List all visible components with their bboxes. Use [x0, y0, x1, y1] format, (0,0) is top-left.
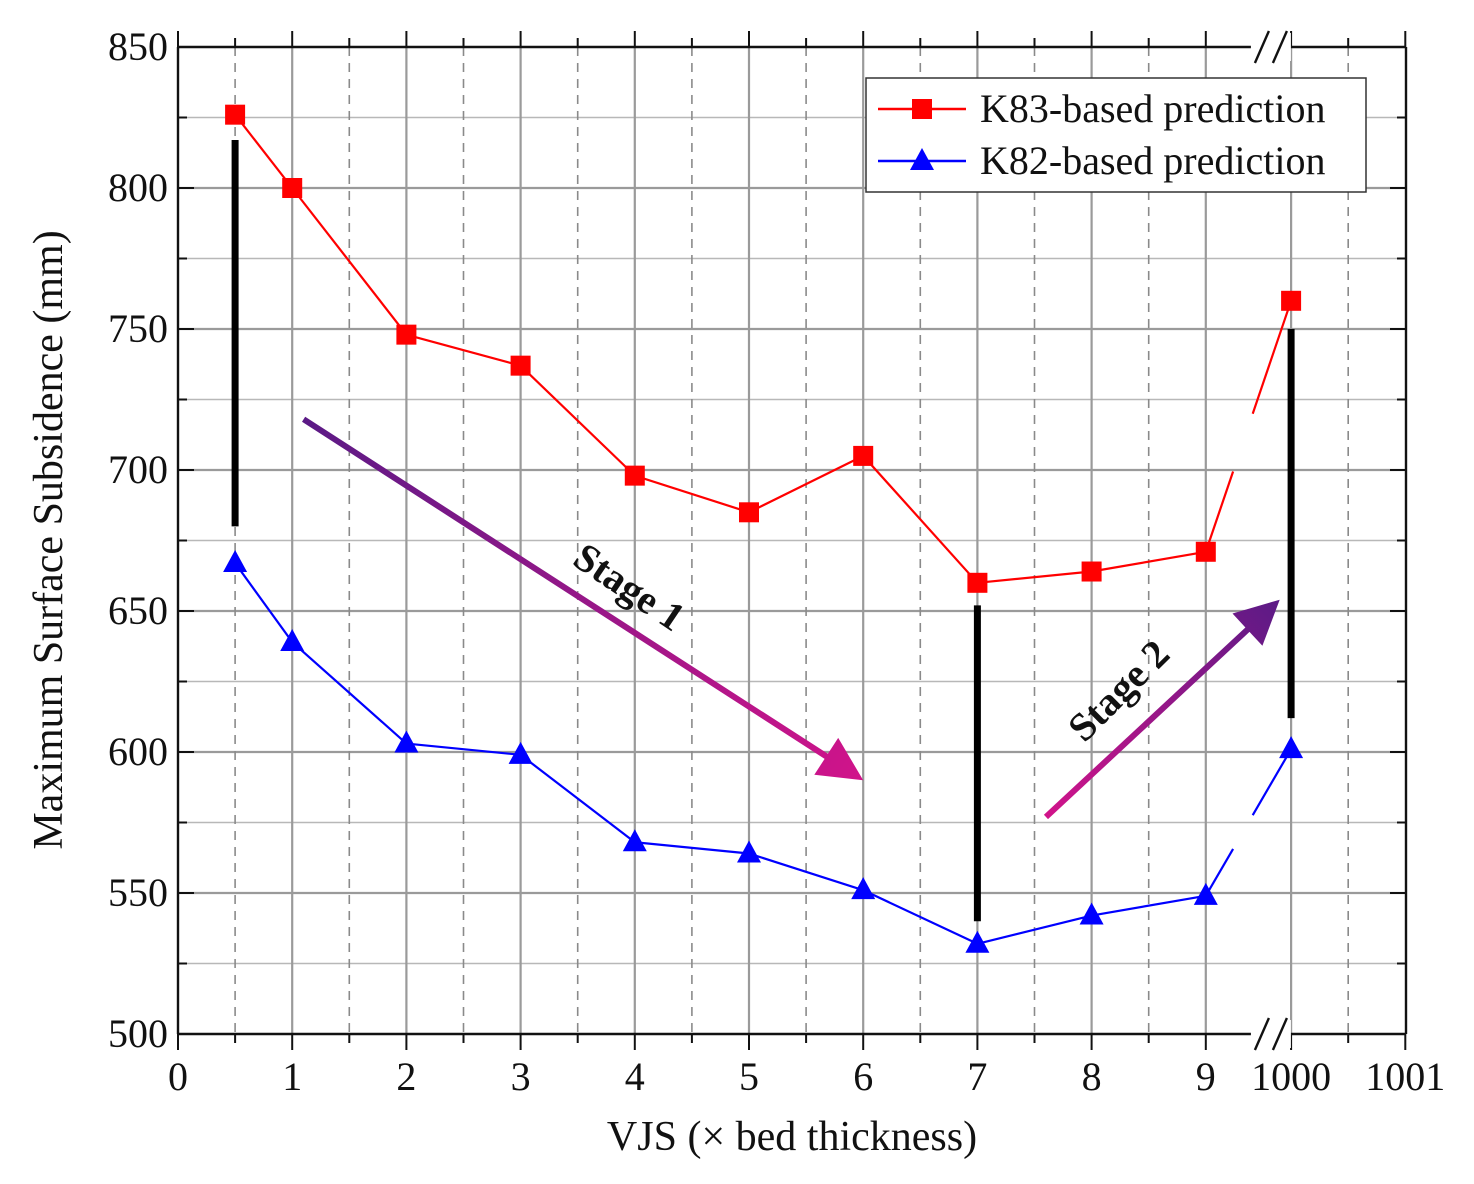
x-tick-label: 1001 — [1365, 1054, 1445, 1099]
legend-label: K82-based prediction — [980, 138, 1325, 183]
legend: K83-based prediction K82-based predictio… — [865, 77, 1367, 193]
x-tick-label: 3 — [511, 1054, 531, 1099]
axis-break-slash — [1253, 30, 1270, 64]
series-line — [862, 455, 979, 584]
axis-break-slash — [1253, 1017, 1270, 1051]
series-line — [406, 742, 521, 756]
data-point-square — [624, 465, 645, 486]
data-point-triangle — [965, 930, 990, 953]
series-line — [234, 114, 294, 189]
series-line — [977, 570, 1092, 584]
series-line — [634, 841, 750, 855]
data-point-triangle — [737, 840, 761, 863]
series-line — [519, 364, 636, 477]
axis-break-marks — [1250, 30, 1291, 1051]
series-k82 — [223, 550, 1304, 953]
series-line — [977, 914, 1092, 945]
series-line — [291, 641, 408, 745]
y-tick-label: 600 — [108, 729, 168, 774]
y-tick-label: 700 — [108, 447, 168, 492]
data-point-triangle — [508, 741, 533, 764]
x-axis-title: VJS (× bed thickness) — [607, 1114, 977, 1160]
data-point-square — [739, 502, 759, 523]
series-line — [519, 753, 636, 844]
series-k83 — [225, 104, 1302, 593]
data-point-square — [510, 355, 531, 376]
data-point-square — [1281, 290, 1302, 311]
series — [223, 104, 1304, 953]
axis-break-slash — [1271, 30, 1288, 64]
x-tick-label: 2 — [396, 1054, 416, 1099]
series-line — [234, 562, 294, 643]
legend-label: K83-based prediction — [980, 86, 1325, 131]
data-point-square — [853, 445, 874, 466]
y-tick-label: 550 — [108, 870, 168, 915]
legend-item-k82: K82-based prediction — [878, 138, 1325, 183]
y-axis-title: Maximum Surface Subsidence (mm) — [26, 230, 72, 849]
x-tick-label: 5 — [739, 1054, 759, 1099]
axis-ticks: 500 550 600 650 700 750 800 850 0 1 2 3 4 5 6 7 8 9 1000 10… — [108, 24, 1445, 1099]
x-tick-label: 1000 — [1251, 1054, 1331, 1099]
x-tick-label: 8 — [1082, 1054, 1102, 1099]
series-line — [1204, 471, 1235, 553]
y-tick-label: 850 — [108, 24, 168, 69]
data-point-triangle — [1193, 882, 1218, 905]
y-tick-label: 500 — [108, 1011, 168, 1056]
series-line — [1251, 300, 1293, 415]
series-line — [406, 333, 521, 367]
stage-1-arrow — [302, 416, 864, 781]
stage-1-label: Stage 1 — [566, 534, 693, 640]
data-point-square — [1195, 541, 1216, 562]
data-point-triangle — [851, 877, 876, 900]
annotations — [231, 140, 1295, 922]
grid — [178, 47, 1406, 1034]
x-tick-label: 0 — [168, 1054, 188, 1099]
data-point-triangle — [394, 730, 419, 753]
data-point-square — [967, 572, 988, 593]
data-point-triangle — [223, 550, 248, 573]
series-line — [1251, 748, 1293, 816]
stage-2-arrow — [1043, 599, 1280, 820]
y-tick-label: 750 — [108, 306, 168, 351]
x-tick-label: 7 — [967, 1054, 987, 1099]
series-line — [862, 889, 978, 945]
series-line — [1204, 848, 1235, 897]
data-point-square — [396, 324, 417, 345]
legend-box — [865, 77, 1367, 193]
series-line — [1091, 550, 1206, 573]
series-line — [1091, 894, 1206, 917]
x-tick-label: 6 — [853, 1054, 873, 1099]
x-tick-label: 4 — [625, 1054, 645, 1099]
data-point-triangle — [622, 829, 647, 852]
data-point-square — [225, 104, 246, 125]
series-line — [634, 474, 750, 514]
series-line — [748, 852, 864, 892]
stage-2-label: Stage 2 — [1059, 631, 1178, 750]
x-tick-label: 1 — [282, 1054, 302, 1099]
x-tick-label: 9 — [1196, 1054, 1216, 1099]
data-point-triangle — [1279, 736, 1304, 759]
legend-marker-square — [912, 99, 932, 119]
y-tick-label: 650 — [108, 588, 168, 633]
legend-item-k83: K83-based prediction — [878, 86, 1325, 131]
legend-marker-triangle — [910, 148, 934, 170]
data-point-square — [1081, 561, 1102, 582]
y-tick-label: 800 — [108, 165, 168, 210]
series-line — [748, 454, 864, 514]
data-point-triangle — [1079, 902, 1104, 925]
axis-break-slash — [1271, 1017, 1288, 1051]
series-line — [291, 187, 408, 336]
data-point-square — [282, 178, 303, 198]
data-point-triangle — [280, 629, 305, 652]
